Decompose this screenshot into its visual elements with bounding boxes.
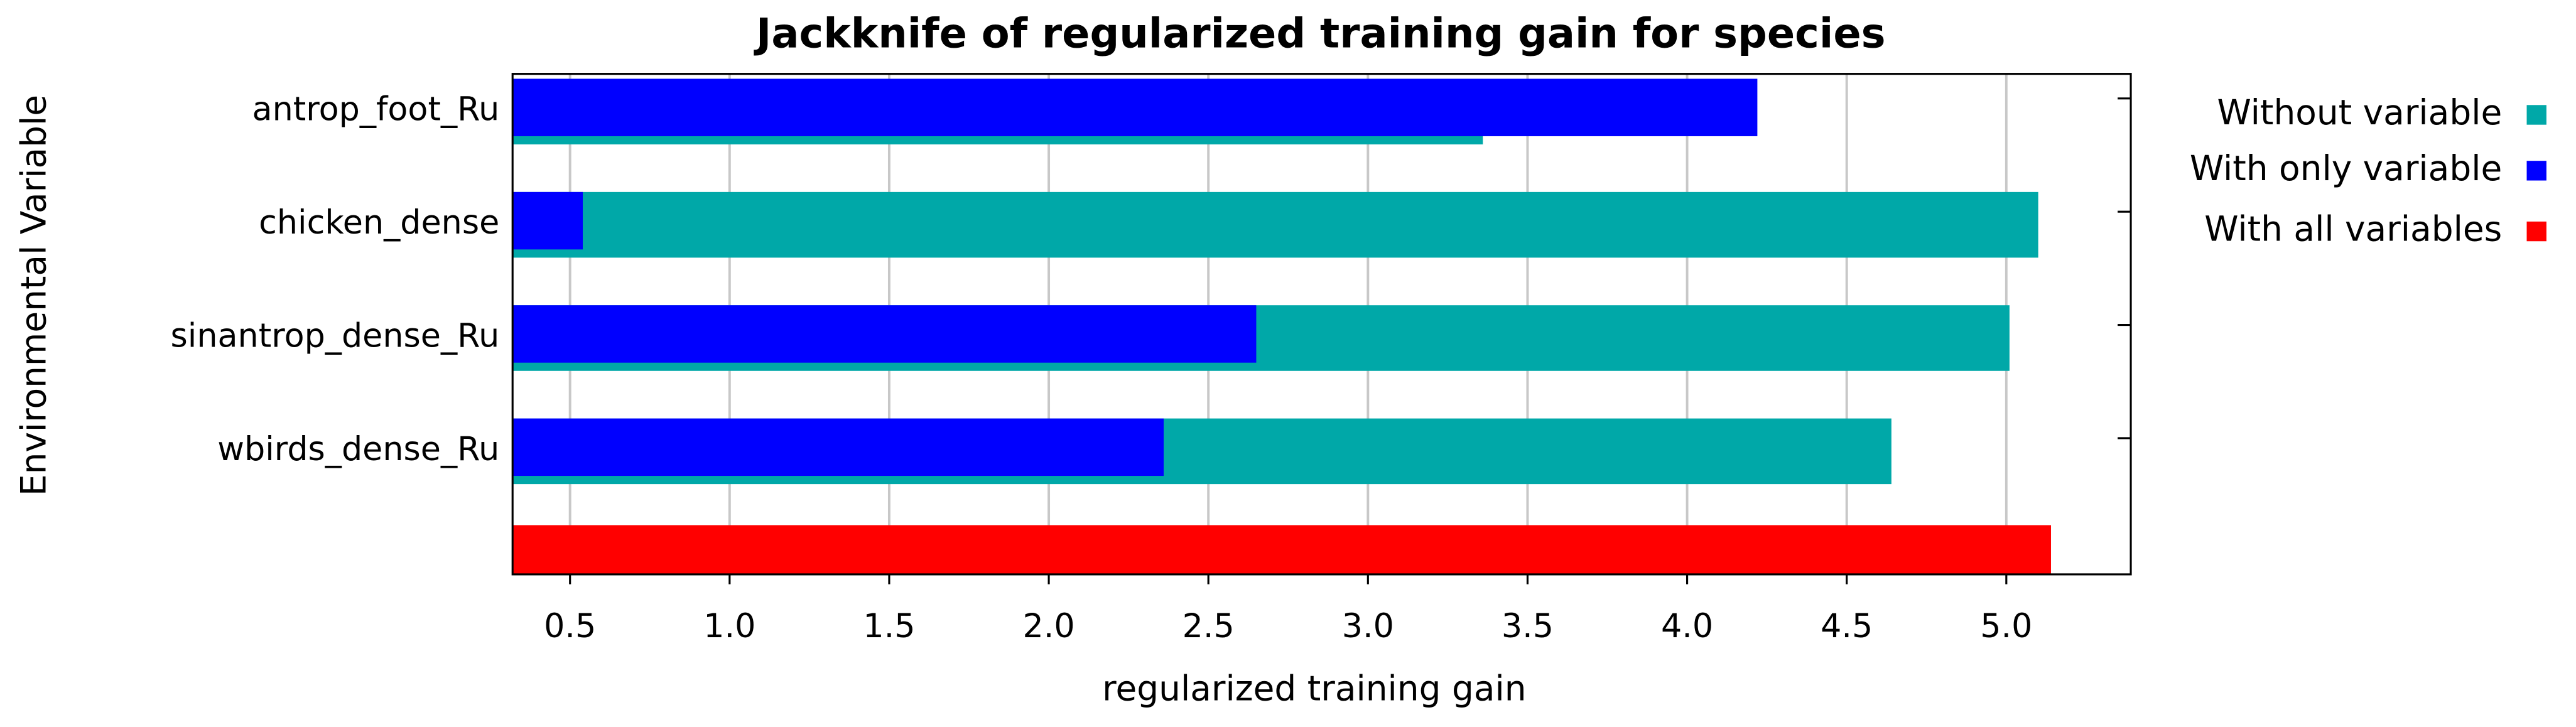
x-axis-label: regularized training gain xyxy=(1102,669,1526,709)
bar xyxy=(512,418,1164,477)
x-tick-label: 3.5 xyxy=(1502,607,1554,645)
chart-title: Jackknife of regularized training gain f… xyxy=(754,10,1886,58)
x-tick-label: 1.5 xyxy=(863,607,915,645)
legend-swatch xyxy=(2526,161,2546,181)
y-axis-label: Environmental Variable xyxy=(14,95,54,496)
bar xyxy=(512,191,2038,258)
legend-swatch xyxy=(2526,221,2546,242)
x-tick-label: 4.5 xyxy=(1821,607,1873,645)
x-tick-label: 2.0 xyxy=(1022,607,1074,645)
plot-border xyxy=(511,73,2132,576)
x-tick-label: 4.0 xyxy=(1661,607,1713,645)
legend-swatch xyxy=(2526,105,2546,125)
bar xyxy=(512,305,1257,363)
x-tick-label: 2.5 xyxy=(1182,607,1235,645)
bar xyxy=(512,78,1758,136)
x-tick-label: 3.0 xyxy=(1342,607,1394,645)
x-tick-label: 0.5 xyxy=(544,607,596,645)
legend-label: Without variable xyxy=(2217,92,2503,132)
y-tick-label: chicken_dense xyxy=(259,203,499,242)
x-tick-label: 5.0 xyxy=(1980,607,2032,645)
y-tick-label: antrop_foot_Ru xyxy=(252,90,500,129)
bar xyxy=(512,525,2051,574)
y-tick-label: wbirds_dense_Ru xyxy=(217,430,499,468)
legend-label: With only variable xyxy=(2190,148,2502,188)
bar xyxy=(512,191,583,250)
y-tick-label: sinantrop_dense_Ru xyxy=(171,316,500,355)
x-tick-label: 1.0 xyxy=(703,607,755,645)
legend-label: With all variables xyxy=(2204,209,2502,249)
